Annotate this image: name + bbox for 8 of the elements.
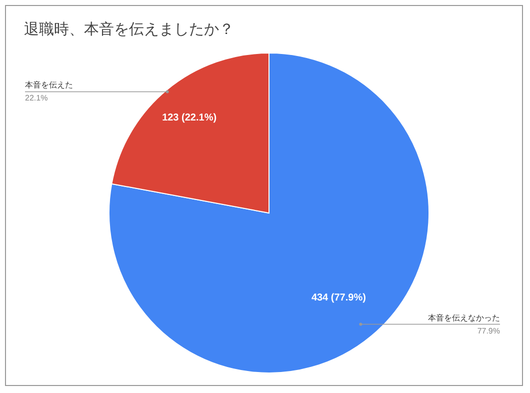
text: 77.9%	[477, 326, 500, 336]
data-label: 123 (22.1%)	[162, 112, 217, 124]
chart-title: 退職時、本音を伝えましたか？	[24, 20, 234, 39]
data-label: 434 (77.9%)	[311, 292, 366, 304]
pie-slice	[108, 52, 430, 374]
text: 22.1%	[25, 94, 48, 103]
slice-label: 本音を伝えなかった	[428, 313, 500, 322]
slice-label: 本音を伝えた	[25, 80, 73, 90]
